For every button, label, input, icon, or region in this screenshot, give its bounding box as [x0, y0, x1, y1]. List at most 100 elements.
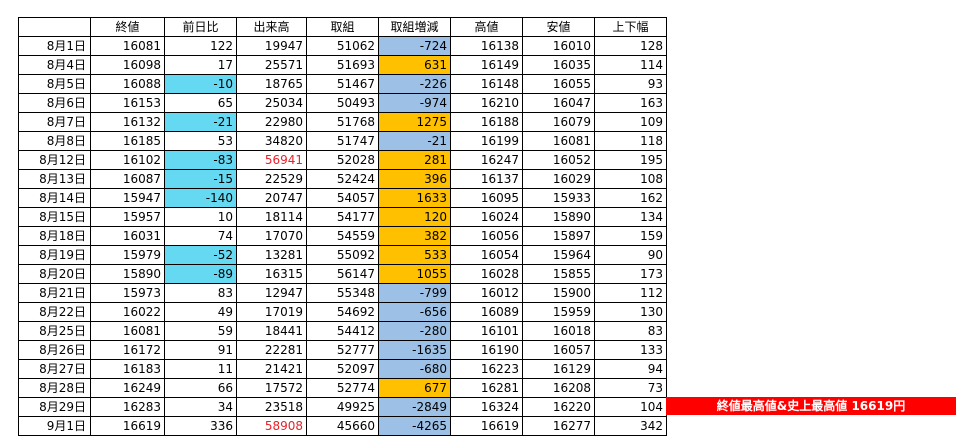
low-cell: 15890 — [522, 207, 595, 227]
volume-cell: 12947 — [236, 283, 307, 303]
change-cell: -10 — [164, 74, 237, 94]
oi-change-cell: 281 — [378, 150, 451, 170]
close-cell: 15957 — [90, 207, 165, 227]
close-cell: 16172 — [90, 340, 165, 360]
oi-change-cell: 382 — [378, 226, 451, 246]
change-cell: 10 — [164, 207, 237, 227]
volume-cell: 17070 — [236, 226, 307, 246]
range-cell: 159 — [594, 226, 667, 246]
table-row: 8月21日 15973 83 12947 55348 -799 16012 15900 112 — [18, 283, 667, 303]
table-row: 8月12日 16102 -83 56941 52028 281 16247 16052 195 — [18, 150, 667, 170]
low-cell: 16052 — [522, 150, 595, 170]
price-table: 終値 前日比 出来高 取組 取組増減 高値 安値 上下幅 8月1日 16081 12… — [18, 17, 667, 436]
volume-cell: 13281 — [236, 245, 307, 265]
close-cell: 16098 — [90, 55, 165, 75]
header-oi-change: 取組増減 — [378, 17, 451, 37]
high-cell: 16281 — [450, 378, 523, 398]
table-row: 8月20日 15890 -89 16315 56147 1055 16028 15855 173 — [18, 264, 667, 284]
range-cell: 162 — [594, 188, 667, 208]
low-cell: 16018 — [522, 321, 595, 341]
table-row: 8月4日 16098 17 25571 51693 631 16149 16035 114 — [18, 55, 667, 75]
oi-change-cell: -799 — [378, 283, 451, 303]
low-cell: 15933 — [522, 188, 595, 208]
change-cell: -89 — [164, 264, 237, 284]
open-interest-cell: 55092 — [306, 245, 379, 265]
high-cell: 16056 — [450, 226, 523, 246]
open-interest-cell: 45660 — [306, 416, 379, 436]
close-cell: 16102 — [90, 150, 165, 170]
header-open-interest: 取組 — [306, 17, 379, 37]
open-interest-cell: 51747 — [306, 131, 379, 151]
change-cell: 17 — [164, 55, 237, 75]
oi-change-cell: -974 — [378, 93, 451, 113]
range-cell: 108 — [594, 169, 667, 189]
open-interest-cell: 52028 — [306, 150, 379, 170]
open-interest-cell: 52424 — [306, 169, 379, 189]
high-cell: 16149 — [450, 55, 523, 75]
low-cell: 16277 — [522, 416, 595, 436]
change-cell: 65 — [164, 93, 237, 113]
high-cell: 16137 — [450, 169, 523, 189]
date-cell: 8月12日 — [18, 150, 91, 170]
close-cell: 16081 — [90, 321, 165, 341]
date-cell: 8月26日 — [18, 340, 91, 360]
low-cell: 16220 — [522, 397, 595, 417]
close-cell: 16081 — [90, 36, 165, 56]
open-interest-cell: 54177 — [306, 207, 379, 227]
date-cell: 8月27日 — [18, 359, 91, 379]
high-cell: 16223 — [450, 359, 523, 379]
table-row: 8月5日 16088 -10 18765 51467 -226 16148 16055 93 — [18, 74, 667, 94]
low-cell: 15900 — [522, 283, 595, 303]
close-cell: 16283 — [90, 397, 165, 417]
open-interest-cell: 51467 — [306, 74, 379, 94]
open-interest-cell: 54412 — [306, 321, 379, 341]
change-cell: 66 — [164, 378, 237, 398]
date-cell: 8月25日 — [18, 321, 91, 341]
range-cell: 73 — [594, 378, 667, 398]
range-cell: 83 — [594, 321, 667, 341]
date-cell: 8月7日 — [18, 112, 91, 132]
low-cell: 16035 — [522, 55, 595, 75]
oi-change-cell: -226 — [378, 74, 451, 94]
table-row: 8月25日 16081 59 18441 54412 -280 16101 16018 83 — [18, 321, 667, 341]
change-cell: 49 — [164, 302, 237, 322]
range-cell: 112 — [594, 283, 667, 303]
range-cell: 134 — [594, 207, 667, 227]
header-change: 前日比 — [164, 17, 237, 37]
range-cell: 130 — [594, 302, 667, 322]
change-cell: -52 — [164, 245, 237, 265]
change-cell: 122 — [164, 36, 237, 56]
volume-cell: 25571 — [236, 55, 307, 75]
close-cell: 16183 — [90, 359, 165, 379]
oi-change-cell: -21 — [378, 131, 451, 151]
volume-cell: 23518 — [236, 397, 307, 417]
close-cell: 16132 — [90, 112, 165, 132]
low-cell: 16208 — [522, 378, 595, 398]
low-cell: 15897 — [522, 226, 595, 246]
close-cell: 15947 — [90, 188, 165, 208]
change-cell: 53 — [164, 131, 237, 151]
open-interest-cell: 55348 — [306, 283, 379, 303]
date-cell: 8月19日 — [18, 245, 91, 265]
range-cell: 93 — [594, 74, 667, 94]
low-cell: 15855 — [522, 264, 595, 284]
range-cell: 118 — [594, 131, 667, 151]
open-interest-cell: 49925 — [306, 397, 379, 417]
oi-change-cell: 396 — [378, 169, 451, 189]
high-cell: 16012 — [450, 283, 523, 303]
open-interest-cell: 52774 — [306, 378, 379, 398]
volume-cell: 25034 — [236, 93, 307, 113]
change-cell: -140 — [164, 188, 237, 208]
table-row: 8月13日 16087 -15 22529 52424 396 16137 16029 108 — [18, 169, 667, 189]
low-cell: 16081 — [522, 131, 595, 151]
table-row: 8月27日 16183 11 21421 52097 -680 16223 16129 94 — [18, 359, 667, 379]
close-cell: 16087 — [90, 169, 165, 189]
high-cell: 16199 — [450, 131, 523, 151]
change-cell: 83 — [164, 283, 237, 303]
table-row: 8月19日 15979 -52 13281 55092 533 16054 15964 90 — [18, 245, 667, 265]
close-cell: 16153 — [90, 93, 165, 113]
date-cell: 8月22日 — [18, 302, 91, 322]
date-cell: 8月14日 — [18, 188, 91, 208]
volume-cell: 22980 — [236, 112, 307, 132]
close-cell: 16031 — [90, 226, 165, 246]
